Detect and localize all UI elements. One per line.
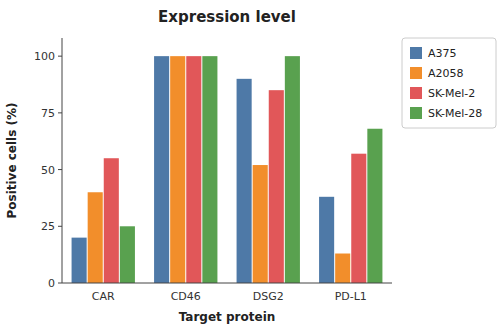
bar: [170, 56, 185, 283]
legend-swatch: [410, 87, 422, 99]
x-tick-label: CAR: [92, 290, 115, 303]
x-tick-label: PD-L1: [335, 290, 367, 303]
y-tick: [58, 56, 62, 57]
legend-swatch: [410, 107, 422, 119]
y-tick: [58, 169, 62, 170]
x-axis-line: [62, 283, 392, 284]
legend: A375 A2058 SK-Mel-2 SK-Mel-28: [402, 38, 496, 128]
bar: [154, 56, 169, 283]
bar: [285, 56, 300, 283]
bar: [319, 197, 334, 283]
legend-label: SK-Mel-28: [428, 107, 482, 120]
legend-label: A375: [428, 47, 457, 60]
y-tick: [58, 226, 62, 227]
bar: [72, 238, 87, 283]
bar: [202, 56, 217, 283]
bars: [72, 56, 383, 283]
bar: [237, 79, 252, 283]
chart-svg: Expression level 0 25 50 75 100 CAR CD46 DSG2 PD-…: [0, 0, 500, 331]
bar: [335, 254, 350, 283]
bar: [186, 56, 201, 283]
bar: [269, 90, 284, 283]
legend-label: SK-Mel-2: [428, 87, 475, 100]
chart-container: Expression level 0 25 50 75 100 CAR CD46 DSG2 PD-…: [0, 0, 500, 331]
y-tick-label: 75: [41, 107, 55, 120]
bar: [253, 165, 268, 283]
bar: [120, 226, 135, 283]
legend-swatch: [410, 47, 422, 59]
x-tick-label: CD46: [171, 290, 201, 303]
y-tick: [58, 283, 62, 284]
x-tick-label: DSG2: [253, 290, 284, 303]
y-axis-line: [62, 38, 63, 283]
bar: [104, 158, 119, 283]
legend-label: A2058: [428, 67, 464, 80]
bar: [351, 154, 366, 283]
bar: [367, 129, 382, 283]
y-tick-label: 0: [48, 277, 55, 290]
x-axis-label: Target protein: [179, 310, 276, 324]
bar: [88, 192, 103, 283]
legend-swatch: [410, 67, 422, 79]
y-tick-label: 50: [41, 164, 55, 177]
y-tick-label: 25: [41, 220, 55, 233]
legend-frame: [402, 38, 496, 128]
y-tick: [58, 112, 62, 113]
y-axis-label: Positive cells (%): [5, 102, 19, 218]
y-tick-label: 100: [34, 50, 55, 63]
chart-title: Expression level: [158, 8, 296, 26]
